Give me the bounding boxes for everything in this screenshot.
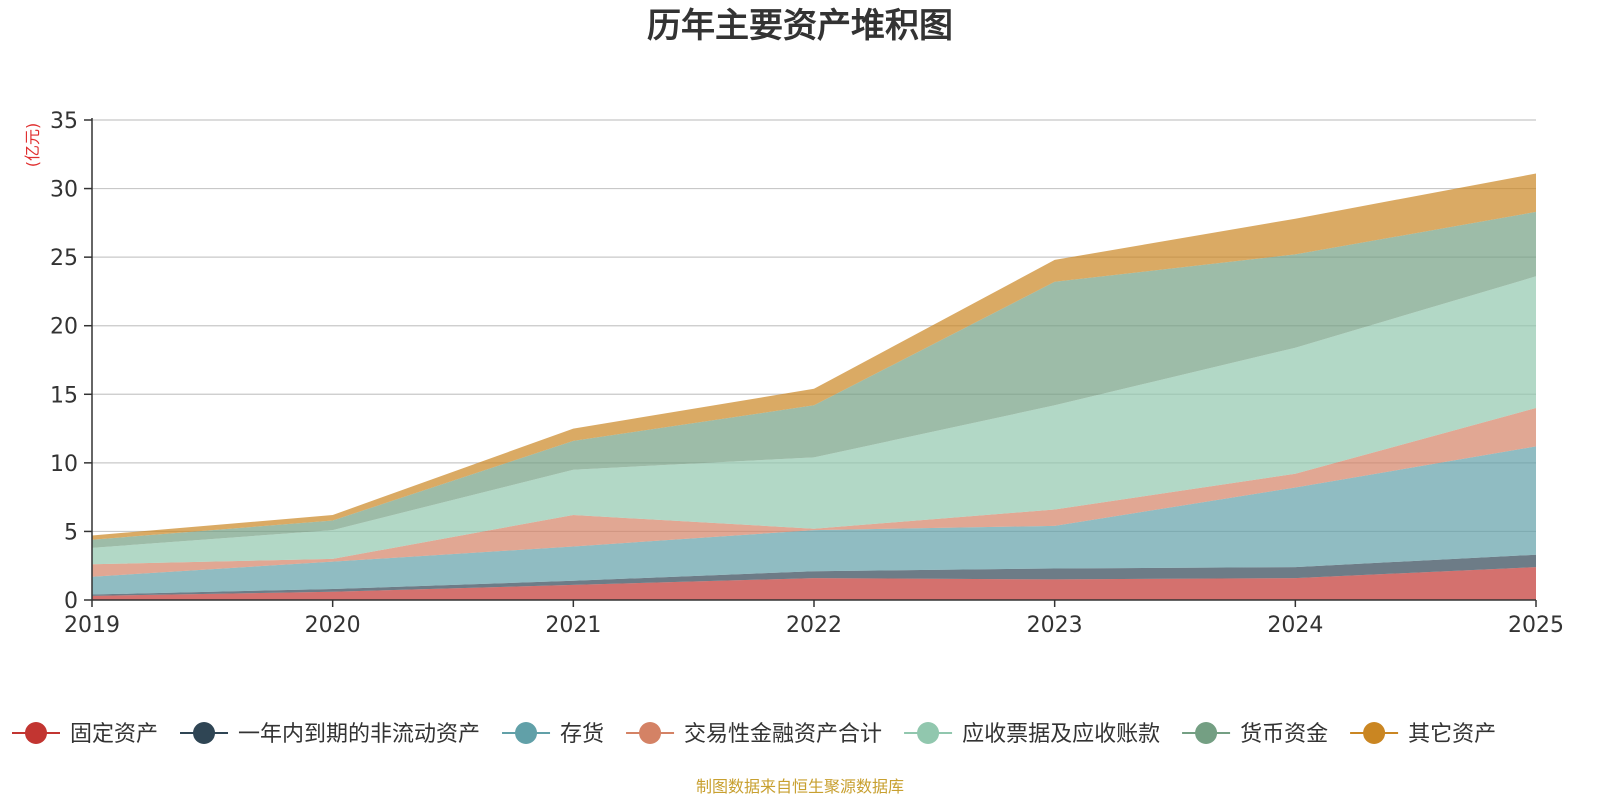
legend-label: 存货 [560, 722, 604, 747]
legend-item-1[interactable]: 固定资产 [12, 722, 158, 747]
area-series-4 [92, 408, 1536, 577]
legend-dot-marker [515, 722, 538, 744]
area-series-3 [92, 446, 1536, 595]
x-tick-label: 2020 [305, 613, 361, 638]
legend-label: 交易性金融资产合计 [684, 722, 882, 747]
x-tick-label: 2024 [1267, 613, 1323, 638]
area-series-2 [92, 554, 1536, 596]
area-series-5 [92, 276, 1536, 565]
legend-dot-marker [639, 722, 662, 744]
y-tick-label: 20 [50, 315, 78, 340]
area-series-6 [92, 211, 1536, 548]
x-tick-label: 2023 [1027, 613, 1083, 638]
legend-dot-marker [917, 722, 940, 744]
area-series-7 [92, 173, 1536, 540]
y-tick-label: 25 [50, 246, 78, 271]
y-tick-label: 0 [64, 589, 78, 614]
legend-dot-marker [1363, 722, 1386, 744]
chart-title: 历年主要资产堆积图 [647, 6, 953, 46]
data-source-footer: 制图数据来自恒生聚源数据库 [696, 777, 904, 796]
legend-label: 一年内到期的非流动资产 [238, 722, 480, 747]
legend-label: 应收票据及应收账款 [962, 722, 1160, 747]
y-tick-label: 35 [50, 109, 78, 134]
y-tick-label: 30 [50, 178, 78, 203]
area-series-layer [92, 173, 1536, 600]
legend-item-2[interactable]: 一年内到期的非流动资产 [180, 722, 480, 747]
legend: 固定资产 一年内到期的非流动资产 存货 交易性金融资产合计 应收票据及应收账款 货币资金 其… [12, 722, 1496, 747]
y-tick-label: 10 [50, 452, 78, 477]
legend-dot-marker [193, 722, 216, 744]
legend-item-6[interactable]: 货币资金 [1182, 722, 1328, 747]
y-axis-unit-label: (亿元) [23, 123, 42, 168]
x-tick-label: 2019 [64, 613, 120, 638]
legend-dot-marker [1195, 722, 1218, 744]
legend-item-5[interactable]: 应收票据及应收账款 [904, 722, 1160, 747]
y-tick-label: 5 [64, 520, 78, 545]
legend-dot-marker [25, 722, 47, 744]
legend-item-4[interactable]: 交易性金融资产合计 [626, 722, 882, 747]
legend-label: 固定资产 [70, 722, 158, 747]
legend-label: 货币资金 [1240, 722, 1328, 747]
legend-label: 其它资产 [1408, 722, 1496, 747]
area-series-1 [92, 567, 1536, 600]
y-tick-label: 15 [50, 383, 78, 408]
legend-item-7[interactable]: 其它资产 [1350, 722, 1496, 747]
x-tick-label: 2021 [545, 613, 601, 638]
x-tick-label: 2022 [786, 613, 842, 638]
x-tick-label: 2025 [1508, 613, 1564, 638]
legend-item-3[interactable]: 存货 [502, 722, 604, 747]
